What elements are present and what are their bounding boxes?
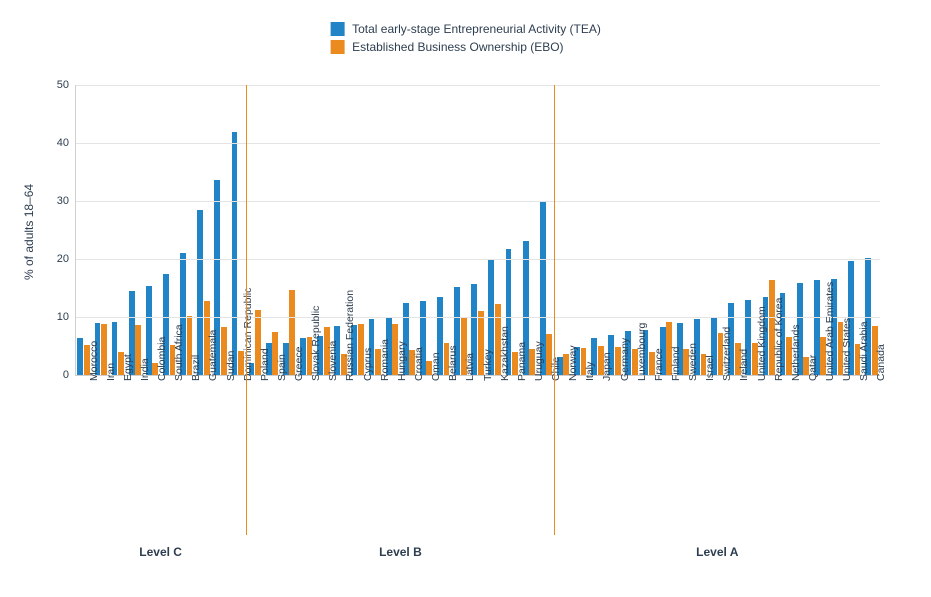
x-tick-label: Hungary [396,341,408,381]
x-tick-label: Chile [550,357,562,381]
x-tick-label: South Africa [173,324,185,381]
legend-item-tea: Total early-stage Entrepreneurial Activi… [330,22,601,36]
x-tick-label: Croatia [413,347,425,381]
x-tick-label: Greece [293,347,305,381]
legend-label-ebo: Established Business Ownership (EBO) [352,40,563,54]
x-tick-label: Dominican Republic [242,288,254,381]
gridline [75,201,880,202]
x-tick-label: Kazakhstan [499,326,511,381]
x-tick-label: Cyprus [362,348,374,381]
x-tick-label: Latvia [464,353,476,381]
x-tick-label: Iran [105,363,117,381]
bar-tea [77,338,83,375]
chart-container: Total early-stage Entrepreneurial Activi… [0,0,931,597]
x-tick-label: Turkey [482,349,494,381]
x-tick-label: Uruguay [533,341,545,381]
y-tick-label: 50 [45,79,69,91]
y-tick-label: 40 [45,137,69,149]
x-tick-label: Morocco [88,341,100,381]
legend-swatch-tea [330,22,344,36]
bar-tea [232,132,238,375]
legend-swatch-ebo [330,40,344,54]
x-tick-label: Germany [619,338,631,381]
x-tick-label: Israel [704,355,716,381]
x-tick-label: Saudi Arabia [858,321,870,381]
gridline [75,143,880,144]
x-tick-label: Italy [584,362,596,381]
legend-item-ebo: Established Business Ownership (EBO) [330,40,601,54]
legend: Total early-stage Entrepreneurial Activi… [330,22,601,58]
y-axis-line [75,85,76,375]
x-tick-label: Egypt [122,354,134,381]
gridline [75,259,880,260]
x-tick-label: Canada [875,344,887,381]
x-tick-label: Slovenia [327,341,339,381]
x-tick-label: Russian Federation [344,290,356,381]
x-tick-label: Netherlands [790,324,802,381]
x-tick-label: Sudan [225,351,237,381]
x-tick-label: Japan [601,352,613,381]
x-tick-label: India [139,358,151,381]
legend-label-tea: Total early-stage Entrepreneurial Activi… [352,22,601,36]
group-divider [554,85,555,535]
x-tick-label: Luxembourg [636,323,648,381]
x-tick-label: Slovak Republic [310,306,322,381]
x-tick-label: Guatemala [207,330,219,381]
x-tick-label: United States [841,318,853,381]
x-tick-label: Panama [516,342,528,381]
x-tick-label: Romania [379,339,391,381]
y-tick-label: 30 [45,195,69,207]
x-tick-label: United Arab Emirates [824,282,836,381]
x-tick-label: Sweden [687,343,699,381]
group-label: Level A [696,545,738,559]
bar-tea [197,210,203,375]
x-tick-label: France [653,348,665,381]
x-tick-label: United Kingdom [756,306,768,381]
x-tick-label: Belarus [447,345,459,381]
y-tick-label: 20 [45,253,69,265]
x-tick-label: Oman [430,352,442,381]
y-axis-title: % of adults 18–64 [22,184,36,280]
group-divider [246,85,247,535]
x-tick-label: Poland [259,348,271,381]
x-tick-label: Norway [567,345,579,381]
x-tick-label: Colombia [156,337,168,381]
y-tick-label: 10 [45,311,69,323]
x-tick-label: Switzerland [721,327,733,381]
group-label: Level C [139,545,182,559]
gridline [75,85,880,86]
group-label: Level B [379,545,422,559]
x-tick-label: Ireland [738,349,750,381]
x-tick-label: Republic of Korea [773,298,785,381]
x-tick-label: Finland [670,347,682,381]
x-tick-label: Spain [276,354,288,381]
x-tick-label: Brazil [190,355,202,381]
y-tick-label: 0 [45,369,69,381]
x-tick-label: Qatar [807,355,819,381]
